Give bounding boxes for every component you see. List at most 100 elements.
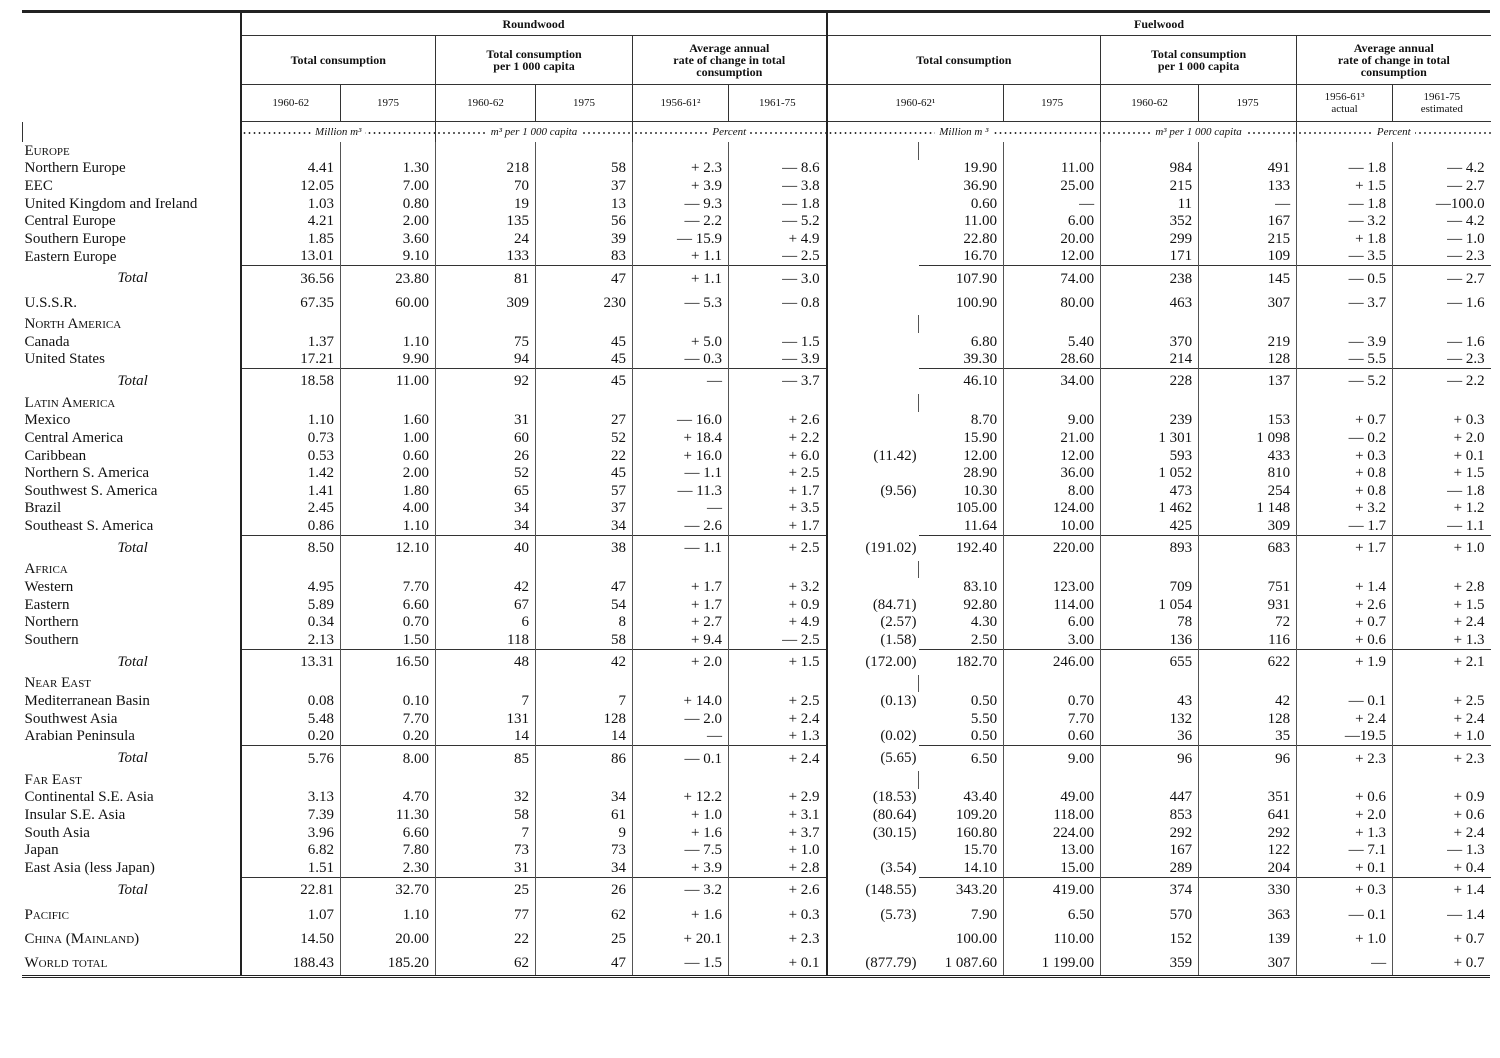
- table-cell: + 1.3: [727, 727, 827, 746]
- table-cell: 1 098: [1198, 429, 1297, 447]
- table-cell: 7.70: [340, 578, 436, 596]
- table-row: Total 13.31 16.50 48 42 + 2.0 + 1.5 (172.00) 182…: [23, 648, 1491, 675]
- table-cell: + 3.9: [632, 859, 729, 878]
- table-cell: [825, 159, 919, 178]
- table-cell: 0.60: [340, 446, 436, 465]
- header-line: per 1 000 capita: [493, 59, 575, 73]
- table-row: World total 188.43 185.20 62 47— 1.5 + 0.1 (87…: [23, 950, 1491, 975]
- table-cell: 72: [1198, 613, 1297, 632]
- table-cell: 39: [535, 229, 633, 248]
- table-cell: 58: [435, 806, 536, 824]
- row-label: Mexico: [24, 412, 71, 429]
- table-cell: 0.70: [1003, 692, 1101, 710]
- table-cell: [918, 771, 1004, 789]
- header-line: 1960-62: [272, 97, 310, 109]
- table-cell: [1296, 560, 1393, 579]
- table-cell: 11.00: [963, 213, 998, 230]
- table-cell: — 2.6: [632, 517, 729, 536]
- table-cell: 309: [435, 291, 536, 316]
- stub: [23, 13, 241, 122]
- table-cell: + 14.0: [632, 692, 729, 710]
- table-cell: [1392, 771, 1491, 789]
- table-cell: — 3.0: [727, 265, 827, 292]
- table-cell: + 2.3: [632, 159, 729, 178]
- table-cell: 810: [1198, 464, 1297, 482]
- table-cell: 73: [435, 841, 536, 859]
- table-cell: (80.64): [825, 806, 919, 824]
- table-cell: (3.54): [825, 859, 919, 878]
- table-row: Canada 1.37 1.10 75 45 + 5.0— 1.5 6.80 5.40 370 2…: [23, 332, 1491, 351]
- table-cell: + 1.5: [1296, 177, 1393, 195]
- table-row: Japan 6.82 7.80 73 73— 7.5 + 1.0 15.70 13.00 167…: [23, 841, 1491, 859]
- unit-label: m³ per 1 000 capita: [435, 121, 633, 142]
- table-cell: + 1.7: [632, 595, 729, 614]
- table-cell: 0.53: [239, 446, 341, 465]
- table-cell: + 0.6: [1392, 806, 1491, 824]
- stub: [22, 121, 241, 142]
- table-cell: 16.70: [963, 248, 998, 265]
- table-cell: 12.00: [963, 447, 998, 464]
- units-row: Million m³ m³ per 1 000 capita Percent Mill…: [22, 121, 1491, 142]
- table-cell: 6.60: [340, 823, 436, 842]
- table-cell: — 1.8: [727, 194, 827, 213]
- table-cell: [1392, 674, 1491, 693]
- table-row: Northern S. America 1.42 2.00 52 45— 1.1 + 2.…: [23, 464, 1491, 482]
- table-cell: — 0.2: [1296, 429, 1393, 447]
- table-cell: 67: [435, 595, 536, 614]
- year-header: 1960-62: [1100, 84, 1199, 122]
- table-cell: — 9.3: [632, 194, 729, 213]
- table-cell: 239: [1100, 411, 1199, 430]
- table-cell: 118: [435, 631, 536, 650]
- table-cell: 105.00: [955, 500, 998, 517]
- row-label: North America: [24, 315, 122, 332]
- table-cell: 83: [535, 247, 633, 266]
- row-label: Continental S.E. Asia: [24, 789, 154, 806]
- table-cell: 47: [535, 265, 633, 292]
- table-cell: [1003, 315, 1101, 333]
- table-cell: (5.65): [825, 745, 919, 772]
- table-cell: [632, 142, 729, 160]
- table-cell: 7.00: [340, 177, 436, 195]
- table-cell: — 2.7: [1392, 265, 1491, 292]
- table-cell: [632, 393, 729, 412]
- table-cell: 133: [1198, 177, 1297, 195]
- table-cell: + 2.4: [1296, 709, 1393, 728]
- table-cell: [1198, 560, 1297, 579]
- table-row: North America: [23, 315, 1491, 333]
- table-cell: 58: [535, 631, 633, 650]
- table-cell: + 16.0: [632, 446, 729, 465]
- table-cell: 3.96: [239, 823, 341, 842]
- table-cell: + 1.5: [1392, 595, 1491, 614]
- table-cell: — 3.7: [1296, 291, 1393, 316]
- table-cell: 80.00: [1003, 291, 1101, 316]
- table-cell: 20.00: [340, 926, 436, 951]
- table-cell: 35: [1198, 727, 1297, 746]
- table-cell: 220.00: [1003, 534, 1101, 561]
- table-cell: + 1.6: [632, 823, 729, 842]
- table-cell: 14: [435, 727, 536, 746]
- table-cell: + 2.2: [727, 429, 827, 447]
- table-cell: + 3.7: [727, 823, 827, 842]
- table-cell: + 0.3: [727, 902, 827, 927]
- table-cell: + 0.7: [1392, 926, 1491, 951]
- table-cell: + 1.0: [1392, 727, 1491, 746]
- table-cell: [825, 464, 919, 482]
- table-cell: 73: [535, 841, 633, 859]
- table-cell: 122: [1198, 841, 1297, 859]
- table-cell: 1 462: [1100, 499, 1199, 518]
- table-cell: 19: [435, 194, 536, 213]
- table-cell: 307: [1198, 950, 1297, 975]
- table-cell: + 2.4: [727, 745, 827, 772]
- table-cell: + 1.6: [632, 902, 729, 927]
- table-cell: [727, 142, 827, 160]
- table-cell: + 2.8: [1392, 578, 1491, 596]
- table-cell: + 1.0: [727, 841, 827, 859]
- table-cell: 123.00: [1003, 578, 1101, 596]
- table-cell: + 3.5: [727, 499, 827, 518]
- table-cell: 12.10: [340, 534, 436, 561]
- table-cell: 34: [535, 788, 633, 807]
- table-cell: 62: [435, 950, 536, 975]
- table-cell: (1.58): [825, 631, 919, 650]
- table-cell: [918, 674, 1004, 693]
- table-cell: + 3.1: [727, 806, 827, 824]
